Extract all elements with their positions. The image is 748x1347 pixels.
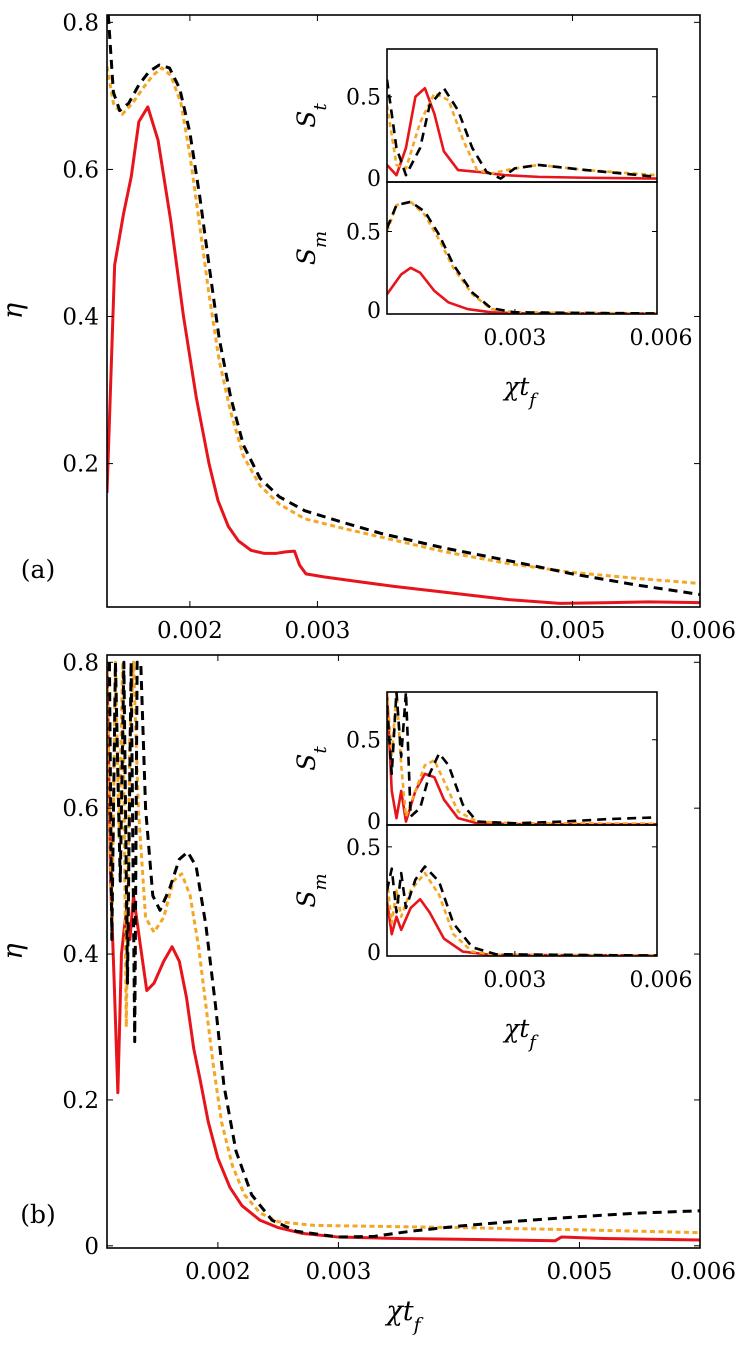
x-tick-label: 0.005 (547, 1259, 613, 1285)
inset-x-axis-label: χtf (502, 1014, 539, 1053)
series-line-dashed (107, 660, 700, 1239)
inset-y-tick-label: 0.5 (346, 836, 381, 861)
inset-x-tick-label: 0.003 (483, 968, 546, 993)
inset-x-tick-label: 0.006 (630, 968, 693, 993)
inset-y-tick-label: 0 (367, 167, 381, 192)
inset-x-tick-label: 0.003 (483, 326, 546, 351)
y-tick-label: 0.2 (62, 1088, 99, 1114)
y-tick-label: 0.6 (62, 796, 99, 822)
inset-series-line-dotted (387, 92, 657, 177)
plot-frame (106, 14, 701, 608)
inset-series-line-dashed (387, 692, 657, 825)
x-tick-label: 0.003 (284, 618, 350, 644)
inset-chart: 0 0.5 St 0 0.5 Sm 0.003 0.006 χtf (292, 48, 693, 411)
inset-y-tick-label: 0.5 (346, 86, 381, 111)
inset-y-tick-label: 0 (367, 941, 381, 966)
inset-series-group-bottom (387, 200, 657, 314)
y-tick-label: 0.2 (62, 452, 99, 478)
inset-x-tick-label: 0.006 (630, 326, 693, 351)
y-axis-label: η (0, 943, 29, 959)
y-tick-label: 0.4 (62, 305, 99, 331)
x-tick-label: 0.002 (185, 1259, 251, 1285)
inset-y-axis-label-bottom: Sm (292, 873, 331, 907)
panel-label: (b) (20, 1200, 56, 1229)
inset-series-group-top (387, 79, 657, 180)
panel-b-chart: 0.002 0.003 0.005 0.006 0 0.2 0.4 0.6 0.8 η χtf (b)… (0, 650, 736, 1336)
inset-series-group-bottom (387, 865, 657, 956)
x-tick-label: 0.002 (157, 618, 223, 644)
y-tick-label: 0.8 (62, 10, 99, 36)
inset-y-tick-label: 0.5 (346, 221, 381, 246)
series-group (107, 660, 700, 1243)
y-tick-label: 0.4 (62, 942, 99, 968)
x-tick-label: 0.003 (305, 1259, 371, 1285)
inset-y-axis-label-top: St (292, 103, 331, 128)
inset-y-tick-label: 0 (367, 810, 381, 835)
plot-frame (106, 654, 701, 1249)
x-tick-label: 0.006 (670, 618, 736, 644)
y-tick-label: 0 (84, 1234, 99, 1260)
x-tick-label: 0.006 (670, 1259, 736, 1285)
inset-x-axis-label: χtf (502, 372, 539, 411)
series-group (107, 15, 700, 605)
y-tick-label: 0.6 (62, 157, 99, 183)
y-tick-label: 0.8 (62, 650, 99, 676)
inset-series-line-dotted (387, 871, 657, 956)
x-tick-label: 0.005 (540, 618, 606, 644)
inset-y-axis-label-bottom: Sm (292, 231, 331, 265)
inset-series-line-dashed (387, 79, 657, 180)
x-axis-label: χtf (384, 1296, 423, 1336)
series-line-solid (107, 105, 700, 605)
y-axis-label: η (0, 303, 29, 319)
inset-series-line-dashed (387, 200, 657, 314)
inset-series-line-solid (387, 692, 657, 825)
inset-series-line-dotted (387, 692, 657, 825)
inset-series-line-solid (387, 266, 657, 314)
inset-y-tick-label: 0.5 (346, 729, 381, 754)
panel-a-chart: 0.002 0.003 0.005 0.006 0.2 0.4 0.6 0.8 η (a) 0 0.5… (0, 10, 736, 644)
inset-series-line-solid (387, 86, 657, 180)
inset-frame-bottom (386, 824, 658, 957)
inset-series-line-dashed (387, 865, 657, 956)
inset-y-tick-label: 0 (367, 299, 381, 324)
inset-series-group-top (387, 692, 657, 825)
panel-label: (a) (21, 555, 55, 584)
inset-y-axis-label-top: St (292, 746, 331, 771)
inset-frame-bottom (386, 181, 658, 315)
